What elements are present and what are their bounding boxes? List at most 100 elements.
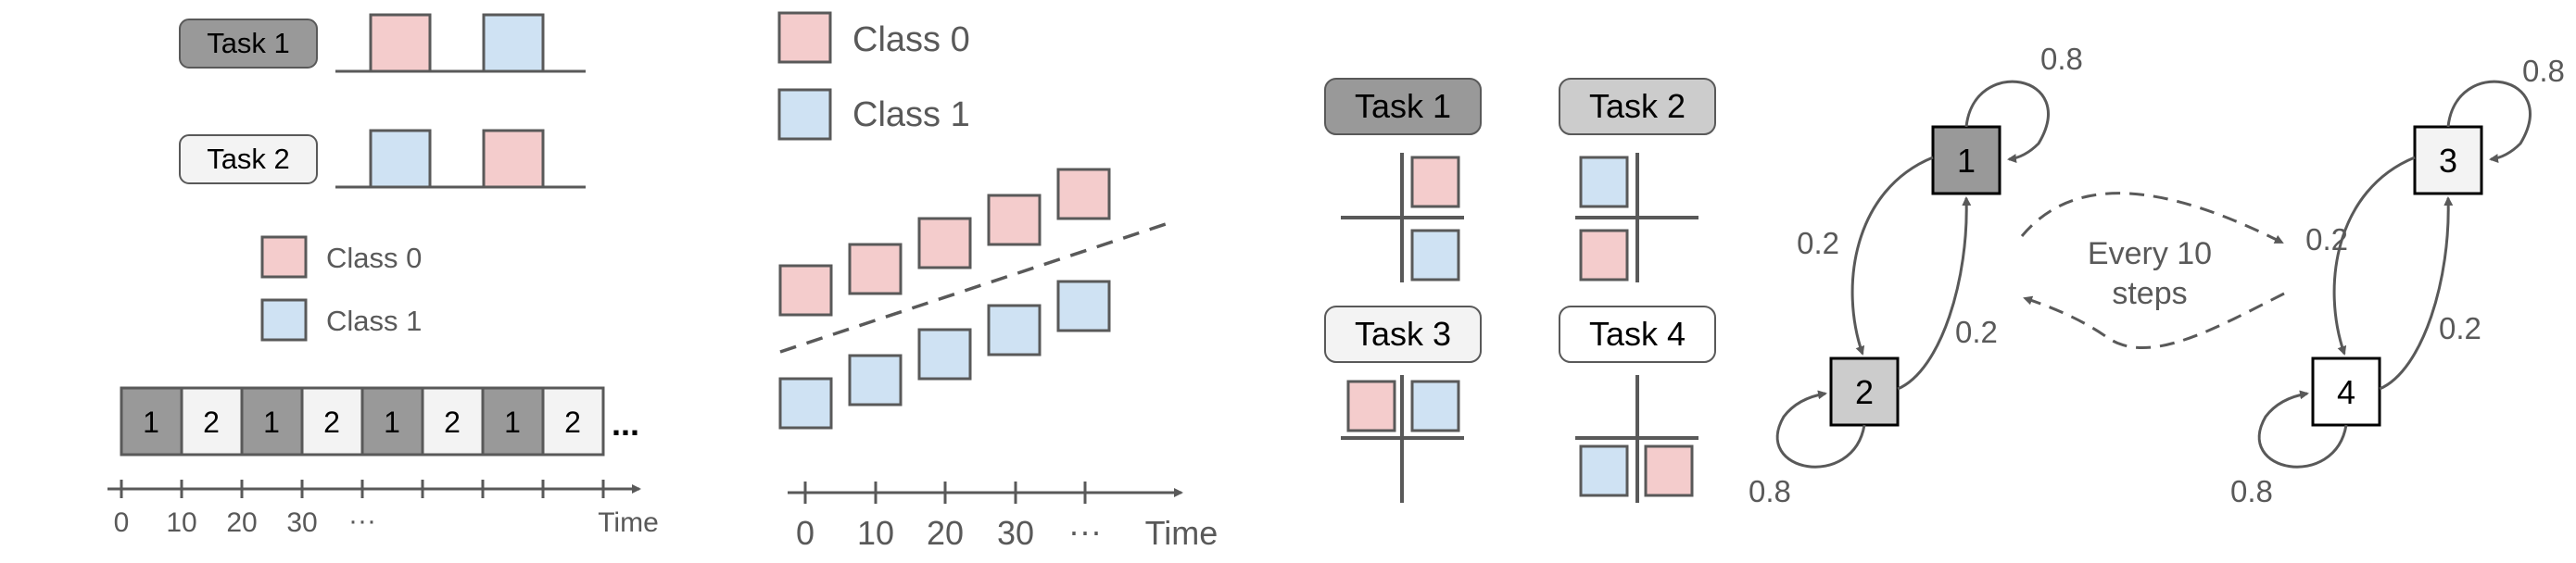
sequence-cell [120, 386, 183, 457]
node-2-label: 2 [1855, 373, 1874, 411]
edge-2-self-loop [1775, 390, 1866, 469]
legend-class1-swatch [777, 88, 832, 141]
tick-label: 10 [166, 507, 196, 538]
task3-quadrant [1341, 375, 1464, 503]
panel-b: Class 0 Class 1 0 10 20 30 [777, 11, 1219, 552]
sequence-cell-label: 1 [263, 406, 280, 439]
sequence-ellipsis: ... [612, 405, 639, 443]
legend-class0-swatch [260, 235, 308, 279]
tick-label: 0 [796, 514, 814, 552]
task-sequence: 1 2 1 2 1 2 1 2 [120, 386, 605, 457]
time-axis-ticks [803, 482, 1087, 504]
task1-badge [179, 19, 318, 69]
legend-class1-swatch [260, 298, 308, 342]
task4-class1-square [1579, 444, 1629, 497]
tick-label: ··· [348, 506, 376, 536]
tick-label: ··· [1068, 512, 1102, 550]
task2-class0-square [482, 129, 545, 189]
task2-badge [1559, 78, 1716, 135]
sequence-cell [421, 386, 485, 457]
tick-label: 10 [857, 514, 894, 552]
axis-label: Time [598, 507, 659, 538]
legend-class0-label: Class 0 [852, 20, 970, 59]
task3-badge [1324, 306, 1482, 363]
task1-badge [1324, 78, 1482, 135]
class1-point [917, 328, 972, 381]
class1-point [1056, 280, 1111, 332]
task4-badge-label: Task 4 [1589, 315, 1686, 353]
node-2 [1829, 357, 1900, 427]
edge-4-to-3 [2379, 196, 2454, 391]
class1-point [778, 377, 833, 430]
sequence-cell-label: 2 [203, 406, 220, 439]
sequence-cell [541, 386, 605, 457]
task2-quadrant [1575, 153, 1698, 282]
sequence-cell-label: 1 [384, 406, 400, 439]
task2-badge-label: Task 2 [1589, 87, 1686, 125]
class1-point [848, 354, 903, 407]
task1-badge-label: Task 1 [207, 27, 290, 59]
task2-badge-label: Task 2 [207, 143, 290, 175]
class1-points [778, 280, 1111, 430]
legend-class1-label: Class 1 [326, 305, 422, 337]
node-1-label: 1 [1957, 142, 1976, 180]
sequence-cell [481, 386, 545, 457]
edge-1-to-2 [1850, 156, 1934, 356]
task1-quadrant [1341, 153, 1464, 282]
task1-class1-square [1410, 229, 1460, 282]
switch-label-line1: Every 10 [2088, 236, 2212, 271]
sequence-cell-label: 1 [504, 406, 521, 439]
node-4-label: 4 [2337, 373, 2355, 411]
panel-c: Task 1 Task 2 Task 3 Task 4 [1324, 78, 1716, 503]
task4-badge [1559, 306, 1716, 363]
legend-class0-label: Class 0 [326, 242, 422, 274]
switch-label-line2: steps [2112, 276, 2187, 311]
node-3-label: 3 [2439, 142, 2457, 180]
sequence-cell-label: 2 [564, 406, 581, 439]
edge-2-self-label: 0.8 [1749, 474, 1791, 508]
tick-label: 20 [226, 507, 257, 538]
sequence-cell [180, 386, 244, 457]
panel-d: 1 2 0.8 0.2 0.2 0.8 Every 10 steps 3 4 0… [1749, 42, 2565, 508]
legend-class1-label: Class 1 [852, 95, 970, 134]
task1-class0-square [1410, 156, 1460, 208]
class1-point [987, 304, 1042, 357]
tick-label: 30 [286, 507, 317, 538]
task1-badge-label: Task 1 [1355, 87, 1451, 125]
class0-point [778, 264, 833, 317]
task1-class0-square [369, 13, 432, 73]
edge-3-self-loop [2446, 80, 2532, 164]
task3-badge-label: Task 3 [1355, 315, 1451, 353]
edge-3-to-4-label: 0.2 [2305, 222, 2348, 256]
tick-label: 20 [927, 514, 964, 552]
task4-quadrant [1575, 375, 1698, 503]
panel-a: Task 1 Task 2 Class 0 Class 1 1 2 1 2 1 … [107, 13, 659, 538]
edge-1-self-label: 0.8 [2040, 42, 2083, 76]
edge-2-to-1 [1897, 196, 1972, 391]
edge-2-to-1-label: 0.2 [1955, 315, 1998, 349]
edge-3-self-label: 0.8 [2522, 54, 2565, 88]
task1-class1-square [482, 13, 545, 73]
edge-3-to-4 [2332, 156, 2416, 356]
axis-label: Time [1145, 514, 1219, 552]
task3-class1-square [1410, 380, 1460, 432]
edge-1-to-2-label: 0.2 [1797, 226, 1839, 260]
sequence-cell-label: 2 [444, 406, 461, 439]
task2-class0-square [1579, 229, 1629, 282]
task3-class0-square [1346, 380, 1396, 432]
sequence-cell-label: 1 [143, 406, 159, 439]
task4-class0-square [1644, 444, 1694, 497]
class0-points [778, 168, 1111, 317]
class0-point [848, 243, 903, 295]
edge-1-self-loop [1964, 80, 2050, 164]
time-axis-ticks [120, 480, 605, 498]
edge-4-self-loop [2257, 390, 2348, 469]
decision-boundary [779, 219, 1175, 354]
edge-4-self-label: 0.8 [2230, 474, 2273, 508]
class0-point [917, 217, 972, 269]
legend-class0-swatch [777, 11, 832, 64]
switch-arrow-right [2020, 192, 2284, 244]
task2-badge [179, 134, 318, 184]
switch-arrow-left [2023, 292, 2285, 349]
